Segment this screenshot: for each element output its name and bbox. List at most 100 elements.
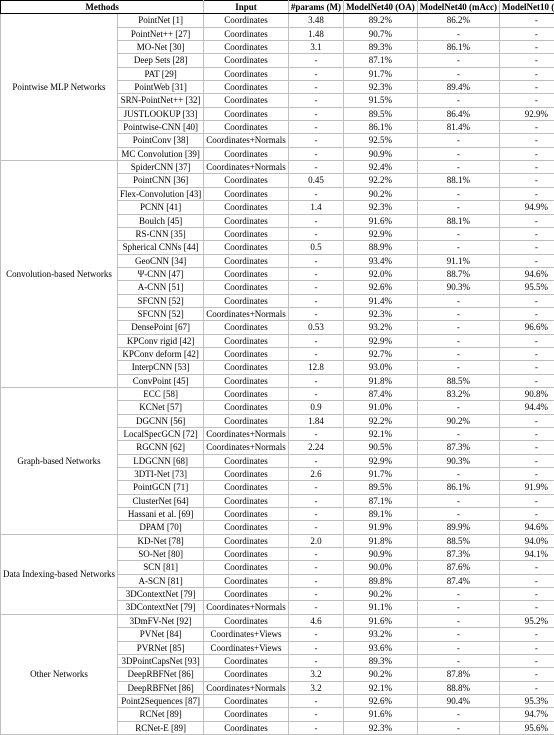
value-cell: 92.3% <box>344 721 418 734</box>
method-cell: PointNet [1] <box>117 14 203 27</box>
value-cell: - <box>500 347 554 360</box>
value-cell: - <box>288 374 343 387</box>
value-cell: Coordinates <box>204 361 289 374</box>
value-cell: - <box>500 508 554 521</box>
value-cell: - <box>500 41 554 54</box>
value-cell: Coordinates <box>204 347 289 360</box>
value-cell: - <box>500 187 554 200</box>
value-cell: 88.5% <box>417 374 499 387</box>
value-cell: 3.48 <box>288 14 343 27</box>
value-cell: - <box>288 628 343 641</box>
method-cell: RS-CNN [35] <box>117 227 203 240</box>
value-cell: - <box>288 494 343 507</box>
method-cell: GeoCNN [34] <box>117 254 203 267</box>
value-cell: 94.9% <box>500 201 554 214</box>
method-cell: KPConv deform [42] <box>117 347 203 360</box>
value-cell: 92.3% <box>344 81 418 94</box>
value-cell: 87.4% <box>417 574 499 587</box>
value-cell: 95.5% <box>500 281 554 294</box>
method-cell: Point2Sequences [87] <box>117 694 203 707</box>
method-cell: InterpCNN [53] <box>117 361 203 374</box>
value-cell: - <box>500 54 554 67</box>
value-cell: 91.6% <box>344 614 418 627</box>
value-cell: 91.7% <box>344 67 418 80</box>
value-cell: 89.3% <box>344 41 418 54</box>
value-cell: Coordinates+Normals <box>204 441 289 454</box>
method-cell: KCNet [57] <box>117 401 203 414</box>
value-cell: - <box>288 428 343 441</box>
method-cell: PointConv [38] <box>117 134 203 147</box>
value-cell: Coordinates+Normals <box>204 307 289 320</box>
value-cell: Coordinates <box>204 14 289 27</box>
value-cell: - <box>288 721 343 734</box>
method-cell: PointGCN [71] <box>117 481 203 494</box>
value-cell: Coordinates <box>204 267 289 280</box>
value-cell: 90.8% <box>500 387 554 400</box>
value-cell: Coordinates <box>204 227 289 240</box>
value-cell: Coordinates+Normals <box>204 428 289 441</box>
value-cell: Coordinates <box>204 121 289 134</box>
value-cell: - <box>500 601 554 614</box>
value-cell: 83.2% <box>417 387 499 400</box>
value-cell: - <box>417 134 499 147</box>
value-cell: - <box>500 27 554 40</box>
value-cell: - <box>500 494 554 507</box>
value-cell: 2.24 <box>288 441 343 454</box>
value-cell: 90.2% <box>344 668 418 681</box>
value-cell: - <box>288 67 343 80</box>
value-cell: - <box>288 548 343 561</box>
value-cell: - <box>500 147 554 160</box>
value-cell: 87.3% <box>417 548 499 561</box>
value-cell: 95.3% <box>500 694 554 707</box>
value-cell: 89.2% <box>344 14 418 27</box>
value-cell: Coordinates <box>204 54 289 67</box>
value-cell: 90.4% <box>417 694 499 707</box>
value-cell: - <box>500 241 554 254</box>
method-cell: ECC [58] <box>117 387 203 400</box>
value-cell: Coordinates <box>204 574 289 587</box>
value-cell: - <box>288 387 343 400</box>
value-cell: Coordinates <box>204 588 289 601</box>
value-cell: 1.84 <box>288 414 343 427</box>
value-cell: Coordinates <box>204 494 289 507</box>
value-cell: - <box>500 334 554 347</box>
value-cell: 91.4% <box>344 294 418 307</box>
value-cell: 3.2 <box>288 668 343 681</box>
method-cell: DGCNN [56] <box>117 414 203 427</box>
value-cell: - <box>417 241 499 254</box>
method-cell: RCNet-E [89] <box>117 721 203 734</box>
value-cell: 88.9% <box>344 241 418 254</box>
value-cell: - <box>288 694 343 707</box>
value-cell: 91.1% <box>344 601 418 614</box>
value-cell: 86.1% <box>344 121 418 134</box>
value-cell: - <box>500 121 554 134</box>
value-cell: 88.1% <box>417 214 499 227</box>
method-cell: Spherical CNNs [44] <box>117 241 203 254</box>
value-cell: 92.9% <box>344 227 418 240</box>
value-cell: Coordinates <box>204 81 289 94</box>
value-cell: - <box>500 428 554 441</box>
value-cell: 92.0% <box>344 267 418 280</box>
value-cell: - <box>288 281 343 294</box>
col-mn40m: ModelNet40 (mAcc) <box>417 1 499 14</box>
value-cell: 88.7% <box>417 267 499 280</box>
value-cell: 92.6% <box>344 281 418 294</box>
value-cell: Coordinates <box>204 694 289 707</box>
value-cell: 3.1 <box>288 41 343 54</box>
value-cell: 96.6% <box>500 321 554 334</box>
value-cell: 2.0 <box>288 534 343 547</box>
value-cell: - <box>288 134 343 147</box>
value-cell: - <box>417 161 499 174</box>
method-cell: Ψ-CNN [47] <box>117 267 203 280</box>
value-cell: 89.5% <box>344 107 418 120</box>
value-cell: - <box>417 187 499 200</box>
value-cell: 0.45 <box>288 174 343 187</box>
value-cell: - <box>500 254 554 267</box>
value-cell: 92.2% <box>344 414 418 427</box>
value-cell: - <box>500 361 554 374</box>
value-cell: 92.3% <box>344 201 418 214</box>
value-cell: - <box>288 121 343 134</box>
value-cell: - <box>417 654 499 667</box>
value-cell: - <box>417 361 499 374</box>
value-cell: Coordinates <box>204 721 289 734</box>
